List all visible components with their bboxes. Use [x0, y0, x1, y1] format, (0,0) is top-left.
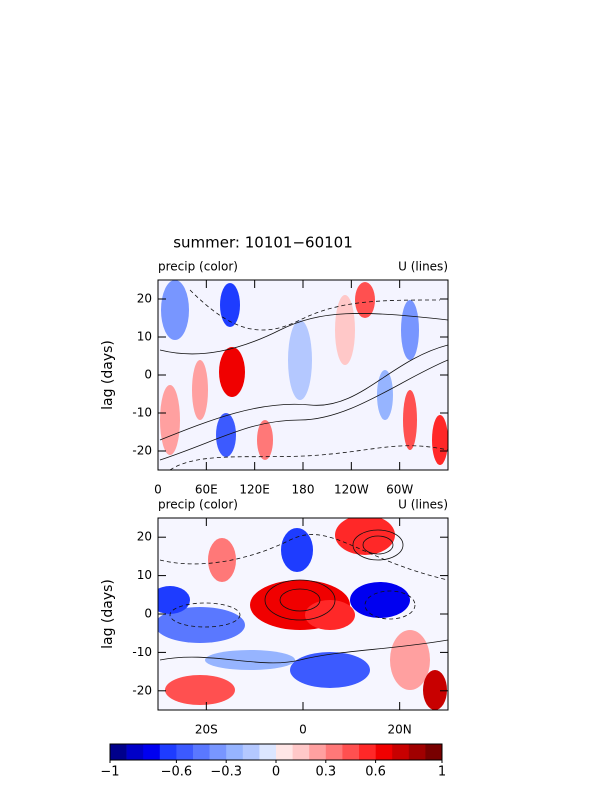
colorbar-box: [126, 744, 144, 760]
y-tick-label: 0: [144, 607, 152, 621]
colorbar-label: −1: [100, 765, 119, 780]
y-tick-label: 10: [137, 568, 152, 582]
right-label: U (lines): [398, 498, 448, 512]
x-tick-label: 60W: [386, 483, 413, 497]
left-label: precip (color): [158, 260, 238, 274]
colorbar-box: [342, 744, 360, 760]
y-tick-label: -20: [132, 683, 152, 697]
x-tick-label: 180: [292, 483, 315, 497]
colorbar-label: −0.3: [210, 765, 242, 780]
field-top: [158, 280, 448, 470]
colorbar-box: [110, 744, 127, 760]
left-label: precip (color): [158, 498, 238, 512]
colorbar-box: [276, 744, 293, 760]
y-tick-label: 20: [137, 530, 152, 544]
colorbar-label: 1: [438, 765, 446, 780]
y-tick-label: 0: [144, 368, 152, 382]
colorbar-box: [325, 744, 343, 760]
y-axis-label: lag (days): [100, 579, 116, 649]
colorbar-box: [259, 744, 277, 760]
colorbar-label: 0.6: [365, 765, 386, 780]
y-tick-label: -10: [132, 645, 152, 659]
x-tick-label: 120E: [239, 483, 270, 497]
colorbar-box: [425, 744, 443, 760]
colorbar-box: [176, 744, 194, 760]
colorbar-label: 0.3: [315, 765, 336, 780]
colorbar-box: [309, 744, 327, 760]
colorbar-box: [226, 744, 244, 760]
y-tick-label: -20: [132, 444, 152, 458]
colorbar-box: [159, 744, 177, 760]
x-tick-label: 60E: [195, 483, 218, 497]
colorbar-box: [375, 744, 393, 760]
y-tick-label: 10: [137, 330, 152, 344]
colorbar-box: [392, 744, 410, 760]
x-tick-label: 20S: [195, 723, 218, 737]
title: summer: 10101−60101: [173, 234, 353, 252]
y-tick-label: 20: [137, 292, 152, 306]
x-tick-label: 120W: [334, 483, 369, 497]
colorbar-box: [209, 744, 227, 760]
colorbar-box: [193, 744, 210, 760]
y-axis-label: lag (days): [100, 340, 116, 410]
colorbar-box: [408, 744, 426, 760]
colorbar-label: 0: [272, 765, 280, 780]
colorbar-label: −0.6: [161, 765, 193, 780]
right-label: U (lines): [398, 260, 448, 274]
colorbar-box: [359, 744, 376, 760]
x-tick-label: 20N: [388, 723, 412, 737]
x-tick-label: 0: [154, 483, 162, 497]
colorbar-box: [242, 744, 260, 760]
x-tick-label: 0: [299, 723, 307, 737]
colorbar-box: [143, 744, 161, 760]
y-tick-label: -10: [132, 406, 152, 420]
colorbar-box: [292, 744, 310, 760]
field-bottom: [158, 518, 448, 710]
